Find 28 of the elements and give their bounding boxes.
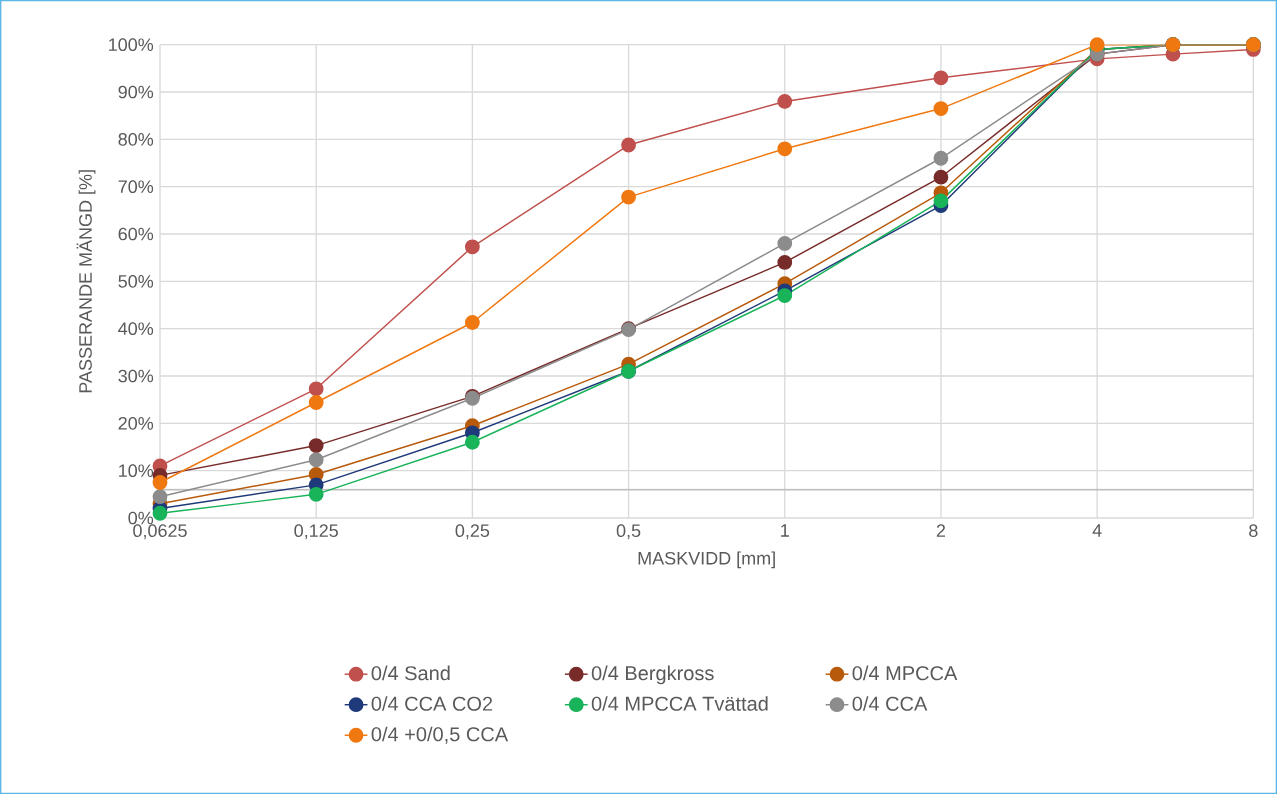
y-tick-label: 20% <box>118 416 154 430</box>
y-tick-label: 80% <box>118 132 154 146</box>
x-tick-label: 0,5 <box>616 524 641 540</box>
y-tick-label: 40% <box>118 322 154 336</box>
legend-label: 0/4 CCA CO2 <box>371 696 493 711</box>
y-tick-label: 70% <box>118 180 154 194</box>
y-tick-label: 100% <box>109 38 154 52</box>
x-axis-title: MASKVIDD [mm] <box>638 551 775 569</box>
legend-label: 0/4 Bergkross <box>591 665 714 685</box>
x-tick-label: 8 <box>1249 524 1258 537</box>
x-tick-label: 1 <box>781 524 789 537</box>
x-tick-label: 4 <box>1092 524 1102 537</box>
x-tick-label: 0,0625 <box>133 524 187 540</box>
legend-label: 0/4 CCA <box>852 696 928 711</box>
x-tick-label: 0,25 <box>455 524 490 540</box>
y-tick-label: 60% <box>118 227 154 241</box>
legend-label: 0/4 Sand <box>371 665 450 681</box>
y-tick-label: 10% <box>119 464 154 478</box>
y-axis-title: PASSERANDE MÄNGD [%] <box>76 170 96 393</box>
x-tick-label: 2 <box>936 524 946 537</box>
y-tick-label: 0% <box>128 511 154 525</box>
legend-label: 0/4 MPCCA Tvättad <box>591 696 768 711</box>
y-tick-label: 50% <box>118 274 154 288</box>
y-tick-label: 90% <box>118 85 154 99</box>
y-tick-label: 30% <box>118 369 154 383</box>
legend-label: 0/4 +0/0,5 CCA <box>371 726 509 744</box>
x-tick-label: 0,125 <box>294 524 338 540</box>
legend-label: 0/4 MPCCA <box>852 665 958 681</box>
